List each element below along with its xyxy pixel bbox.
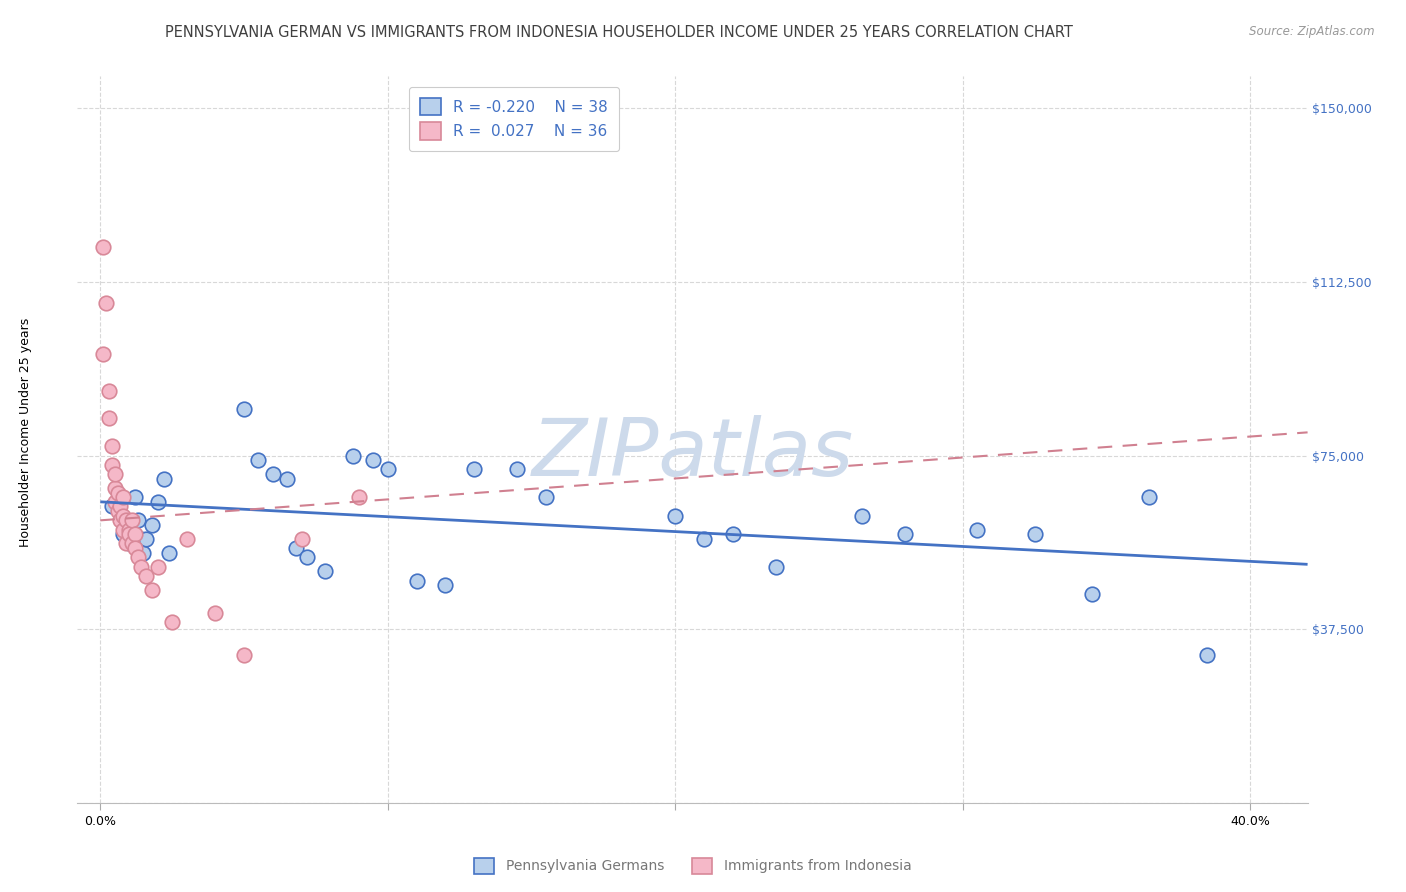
Point	[506, 462, 529, 476]
Point	[290, 532, 312, 546]
Point	[157, 546, 180, 560]
Point	[129, 532, 152, 546]
Point	[693, 532, 716, 546]
Point	[112, 527, 135, 541]
Point	[1081, 587, 1104, 601]
Point	[141, 582, 163, 597]
Point	[115, 536, 138, 550]
Point	[347, 490, 370, 504]
Point	[297, 550, 319, 565]
Point	[110, 513, 132, 527]
Point	[97, 411, 120, 425]
Point	[176, 532, 198, 546]
Point	[104, 495, 127, 509]
Point	[664, 508, 686, 523]
Point	[107, 485, 129, 500]
Point	[1024, 527, 1046, 541]
Legend: Pennsylvania Germans, Immigrants from Indonesia: Pennsylvania Germans, Immigrants from In…	[468, 852, 917, 880]
Point	[233, 402, 256, 417]
Point	[534, 490, 557, 504]
Point	[851, 508, 873, 523]
Text: ZIPatlas: ZIPatlas	[531, 415, 853, 493]
Point	[284, 541, 307, 555]
Point	[233, 648, 256, 662]
Point	[129, 559, 152, 574]
Point	[110, 500, 132, 514]
Point	[127, 513, 149, 527]
Point	[112, 508, 135, 523]
Point	[127, 550, 149, 565]
Point	[1139, 490, 1161, 504]
Point	[152, 472, 174, 486]
Point	[135, 532, 157, 546]
Point	[141, 518, 163, 533]
Point	[112, 490, 135, 504]
Point	[276, 472, 298, 486]
Point	[118, 527, 141, 541]
Point	[101, 439, 124, 453]
Point	[107, 504, 129, 518]
Point	[314, 564, 336, 578]
Point	[721, 527, 744, 541]
Point	[1195, 648, 1218, 662]
Point	[160, 615, 183, 630]
Point	[132, 546, 155, 560]
Point	[104, 481, 127, 495]
Point	[124, 541, 146, 555]
Point	[146, 495, 169, 509]
Text: Householder Income Under 25 years: Householder Income Under 25 years	[18, 318, 32, 548]
Point	[97, 384, 120, 398]
Point	[104, 467, 127, 481]
Point	[121, 513, 143, 527]
Point	[118, 523, 141, 537]
Point	[405, 574, 427, 588]
Point	[463, 462, 485, 476]
Point	[101, 458, 124, 472]
Point	[94, 295, 117, 310]
Point	[434, 578, 457, 592]
Point	[121, 536, 143, 550]
Point	[112, 523, 135, 537]
Point	[124, 527, 146, 541]
Point	[91, 346, 114, 360]
Point	[363, 453, 385, 467]
Point	[765, 559, 787, 574]
Point	[247, 453, 270, 467]
Text: Source: ZipAtlas.com: Source: ZipAtlas.com	[1250, 25, 1375, 38]
Point	[135, 569, 157, 583]
Point	[204, 606, 226, 620]
Point	[966, 523, 988, 537]
Point	[262, 467, 284, 481]
Point	[342, 449, 364, 463]
Point	[124, 490, 146, 504]
Point	[101, 500, 124, 514]
Point	[377, 462, 399, 476]
Point	[894, 527, 917, 541]
Point	[118, 536, 141, 550]
Point	[91, 240, 114, 254]
Point	[115, 513, 138, 527]
Point	[146, 559, 169, 574]
Text: PENNSYLVANIA GERMAN VS IMMIGRANTS FROM INDONESIA HOUSEHOLDER INCOME UNDER 25 YEA: PENNSYLVANIA GERMAN VS IMMIGRANTS FROM I…	[165, 25, 1073, 40]
